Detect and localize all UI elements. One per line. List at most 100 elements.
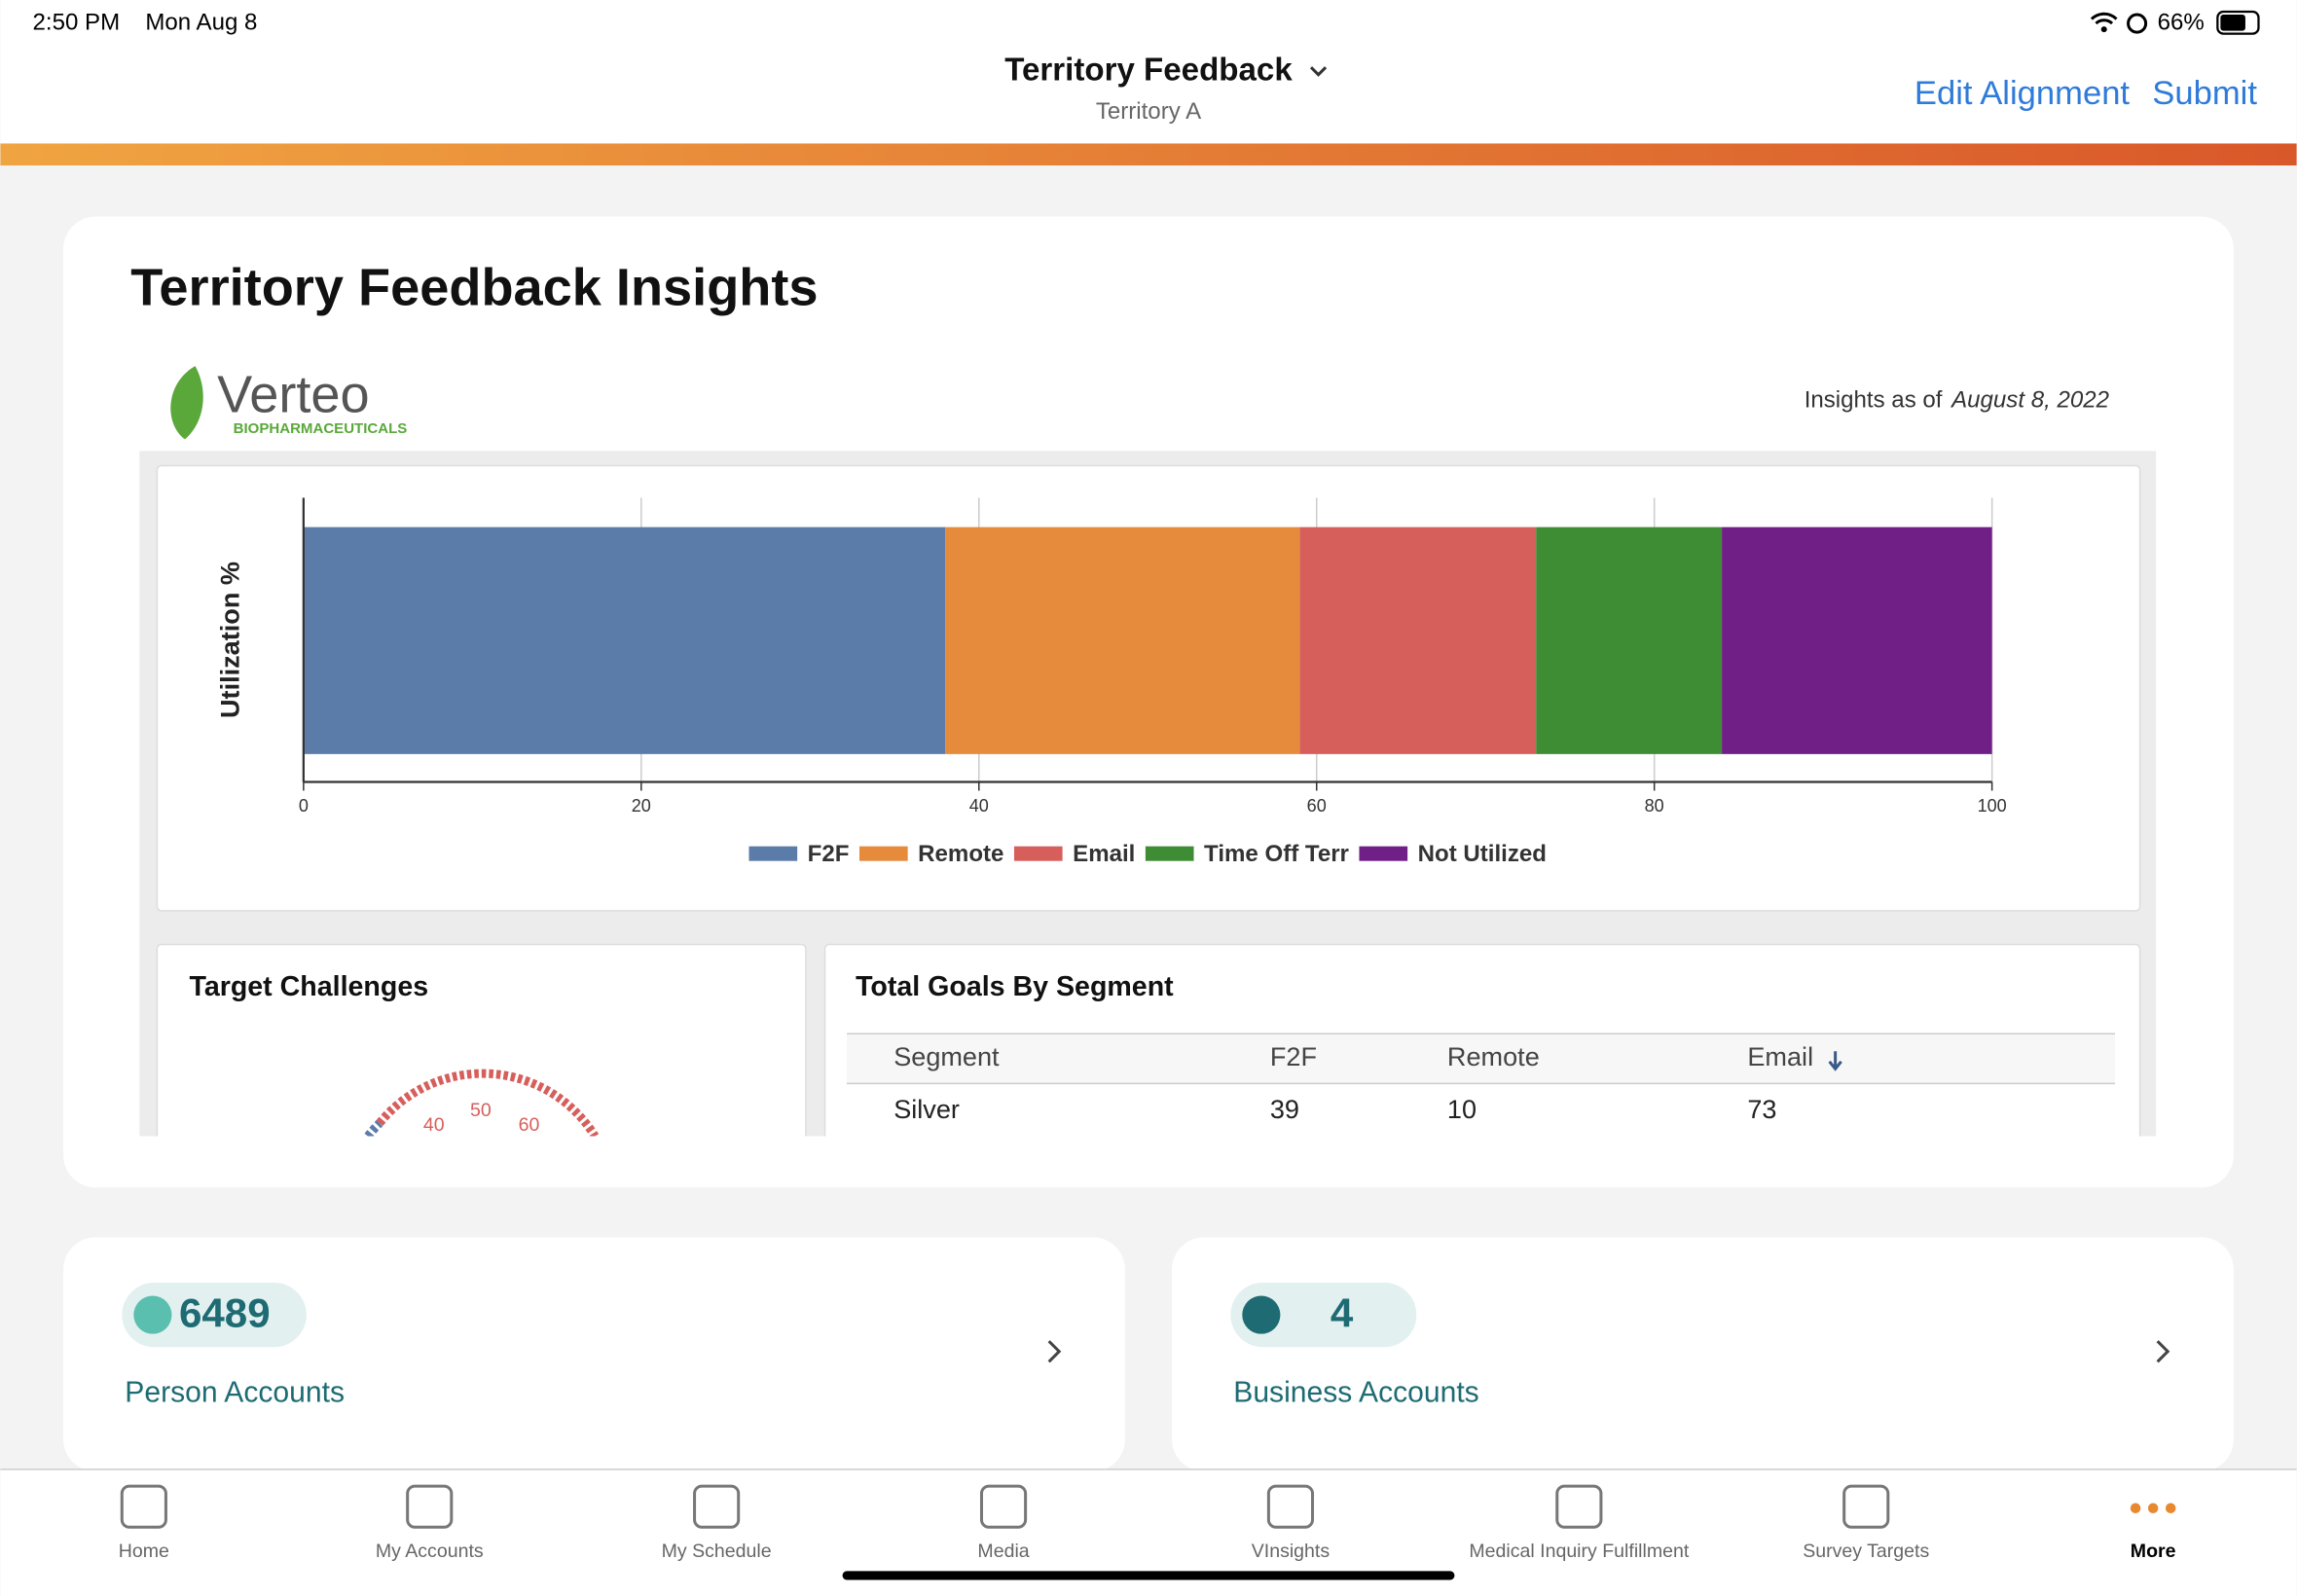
column-header[interactable]: Segment: [893, 1041, 1000, 1071]
account-tiles: 6489 Person Accounts 4 Business Accounts: [63, 1237, 2234, 1472]
chevron[interactable]: [1047, 1340, 1062, 1363]
header-subtitle: Territory A: [1096, 98, 1201, 125]
account-icon: [133, 1295, 172, 1334]
legend-label: Time Off Terr: [1204, 841, 1349, 867]
target-title: Target Challenges: [189, 971, 428, 1002]
count-pill: [122, 1283, 307, 1348]
table-cell: 10: [1447, 1094, 1477, 1124]
legend-swatch: [858, 846, 908, 861]
table-cell: Silver: [893, 1094, 960, 1124]
as-of-date: August 8, 2022: [1950, 387, 2109, 414]
account-icon: [1242, 1295, 1281, 1334]
header-bg: [0, 0, 2297, 144]
legend-swatch: [748, 846, 798, 861]
battery-text: 66%: [2158, 9, 2205, 35]
tab-label[interactable]: My Schedule: [662, 1541, 772, 1562]
tab-label[interactable]: Medical Inquiry Fulfillment: [1469, 1541, 1690, 1562]
column-header[interactable]: Email: [1747, 1041, 1813, 1071]
x-tick-label: 80: [1645, 796, 1664, 816]
target-panel: [156, 943, 807, 1137]
legend-swatch: [1145, 846, 1194, 861]
tab-icon: [406, 1484, 454, 1529]
table-cell: 39: [1270, 1094, 1299, 1124]
home-indicator: [842, 1571, 1455, 1580]
x-tick-label: 60: [1307, 796, 1327, 816]
lock-icon: [2127, 13, 2148, 34]
legend-label: Not Utilized: [1418, 841, 1547, 867]
logo-name: Verteo: [217, 366, 370, 424]
gauge-tick: 40: [423, 1114, 445, 1136]
tab-items: Home My Accounts My Schedule Media VInsights…: [119, 1484, 2176, 1562]
bar-segment: [1299, 526, 1537, 754]
tab-icon: [1555, 1484, 1603, 1529]
edit-alignment-button[interactable]: Edit Alignment: [1914, 75, 2131, 112]
tab-label[interactable]: VInsights: [1252, 1541, 1331, 1562]
accent-bar: [0, 143, 2297, 166]
bar-segment: [303, 526, 946, 754]
gauge-arc: [376, 1069, 600, 1137]
table-cell: 73: [1747, 1094, 1776, 1124]
tab-label[interactable]: Media: [977, 1541, 1029, 1562]
goals-title: Total Goals By Segment: [856, 971, 1174, 1002]
tab-icon: [1842, 1484, 1890, 1529]
column-header[interactable]: Remote: [1447, 1041, 1540, 1071]
status-date: Mon Aug 8: [145, 9, 257, 35]
legend-label: Remote: [918, 841, 1003, 867]
header-title[interactable]: Territory Feedback: [1004, 52, 1293, 88]
tab-icon: [979, 1484, 1028, 1529]
tab-icon: [693, 1484, 741, 1529]
tab-label[interactable]: Survey Targets: [1803, 1541, 1929, 1562]
more-dot: [2165, 1503, 2176, 1513]
legend-swatch: [1013, 846, 1063, 861]
title-chevron[interactable]: [1309, 66, 1328, 77]
legend-swatch: [1359, 846, 1408, 861]
submit-button[interactable]: Submit: [2152, 75, 2257, 112]
legend: F2F Remote Email Time Off Terr Not Utilized: [748, 841, 1547, 867]
battery-level: [2220, 15, 2245, 31]
tab-label[interactable]: My Accounts: [376, 1541, 484, 1562]
wifi-dot: [2100, 26, 2107, 33]
tab-icon: [120, 1484, 167, 1529]
more-dot: [2130, 1503, 2141, 1513]
logo-tagline: BIOPHARMACEUTICALS: [234, 420, 408, 437]
gauge-tick: 60: [519, 1114, 540, 1136]
tab-label[interactable]: More: [2131, 1541, 2176, 1562]
more-dot: [2147, 1503, 2159, 1513]
goals-table: Segment F2F Remote Email Silver 39 10 73: [893, 1041, 1813, 1124]
account-count: 4: [1331, 1290, 1354, 1336]
status-time: 2:50 PM: [33, 9, 121, 35]
table-header-bg: [847, 1034, 2116, 1084]
gauge-arc-low: [364, 1119, 383, 1137]
bar-segment: [945, 526, 1300, 754]
legend-label: F2F: [808, 841, 850, 867]
legend-label: Email: [1073, 841, 1135, 867]
account-tile[interactable]: [63, 1237, 1125, 1472]
bar-segment: [1536, 526, 1723, 754]
insights-title: Territory Feedback Insights: [130, 259, 818, 317]
account-tile[interactable]: [1172, 1237, 2234, 1472]
battery-icon: [2216, 10, 2260, 35]
column-header[interactable]: F2F: [1270, 1041, 1317, 1071]
account-count: 6489: [179, 1290, 271, 1336]
wifi-icon: [2090, 12, 2118, 25]
x-tick-label: 0: [299, 796, 309, 816]
utilization-chart: 0 20 40 60 80 100 Utilization % F2F Remote Email T…: [214, 497, 2007, 867]
insights-body: Target Challenges 40 50 60 Total Goals B…: [139, 451, 2157, 1137]
x-tick-label: 100: [1978, 796, 2007, 816]
gauge-tick: 50: [470, 1100, 492, 1121]
chevron[interactable]: [2156, 1340, 2170, 1363]
count-pill: [1230, 1283, 1417, 1348]
x-tick-label: 40: [969, 796, 989, 816]
sort-icon[interactable]: [1828, 1051, 1842, 1071]
x-tick-label: 20: [632, 796, 651, 816]
tab-icon: [1266, 1484, 1315, 1529]
account-label[interactable]: Business Accounts: [1233, 1376, 1478, 1408]
tab-label[interactable]: Home: [119, 1541, 169, 1562]
account-label[interactable]: Person Accounts: [125, 1376, 345, 1408]
y-axis-label: Utilization %: [214, 562, 244, 718]
logo-leaf: [170, 366, 203, 440]
as-of-label: Insights as of: [1805, 387, 1943, 414]
bar-segment: [1722, 526, 1992, 754]
